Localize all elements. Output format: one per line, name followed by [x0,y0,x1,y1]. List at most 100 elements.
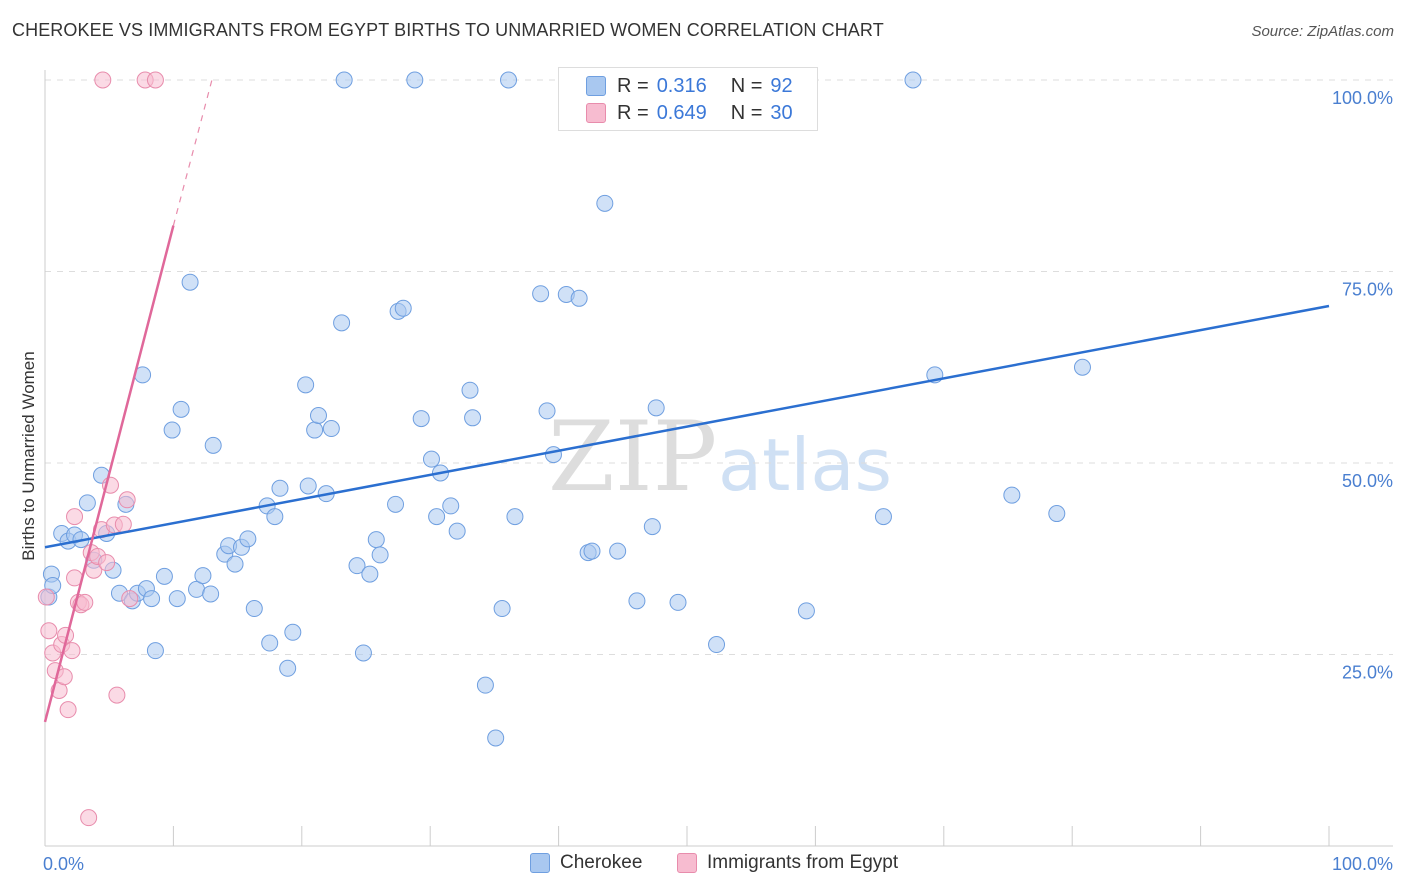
cherokee-point [532,285,550,303]
axis-layer [44,70,1393,847]
cherokee-trend-line [44,304,1330,549]
series-legend-item-egypt: Immigrants from Egypt [677,852,898,874]
egypt-point [40,622,58,640]
cherokee-point [309,407,327,425]
cherokee-point [500,71,518,89]
egypt-point [118,491,136,509]
cherokee-point [448,522,466,540]
cherokee-point [609,542,627,560]
egypt-point [121,590,139,608]
legend-n-value: 92 [770,74,793,97]
cherokee-point [271,479,289,497]
x-tick-label: 100.0% [1332,854,1393,874]
cherokee-point [367,531,385,549]
cherokee-point [239,530,257,548]
egypt-point [80,809,98,827]
legend-r-label: R = [617,74,649,97]
cherokee-point [194,567,212,585]
cherokee-point [354,644,372,662]
cherokee-point [476,676,494,694]
legend-swatch-cherokee [586,76,606,96]
cherokee-point [143,590,161,608]
egypt-point [37,588,55,606]
legend-row-egypt: R = 0.649 N = 30 [617,100,793,126]
cherokee-point [78,494,96,512]
cherokee-point [1073,358,1091,376]
cherokee-point [204,436,222,454]
cherokee-point [538,402,556,420]
cherokee-point [904,71,922,89]
cherokee-point [506,508,524,526]
y-tick-label: 25.0% [1342,663,1393,683]
egypt-trend-line [43,225,175,723]
legend-n-label: N = [730,101,763,124]
cherokee-point [335,71,353,89]
source-attribution: Source: ZipAtlas.com [1251,23,1394,40]
egypt-point [98,554,116,572]
cherokee-point [493,600,511,618]
cherokee-point [669,593,687,611]
cherokee-point [708,636,726,654]
cherokee-point [322,420,340,438]
cherokee-point [333,314,351,332]
cherokee-point [245,600,263,618]
cherokee-point [266,508,284,526]
cherokee-point [181,273,199,291]
legend-swatch-egypt [586,103,606,123]
cherokee-point [570,289,588,307]
y-tick-label: 100.0% [1332,88,1393,108]
cherokee-point [442,497,460,515]
egypt-trend-extension [172,79,213,226]
cherokee-point [412,410,430,428]
y-axis-title: Births to Unmarried Women [19,351,38,560]
cherokee-point [596,194,614,212]
cherokee-point [163,421,181,439]
cherokee-point [387,495,405,513]
cherokee-point [874,508,892,526]
cherokee-point [647,399,665,417]
cherokee-point [261,634,279,652]
cherokee-point [422,450,440,468]
cherokee-point [428,508,446,526]
legend-n-value: 30 [770,101,793,124]
watermark-atlas-text: atlas [718,423,892,507]
egypt-point [108,686,126,704]
cherokee-point [797,602,815,620]
cherokee-point [172,400,190,418]
correlation-legend: R = 0.316 N = 92 R = 0.649 N = 30 [558,67,818,131]
chart-title: CHEROKEE VS IMMIGRANTS FROM EGYPT BIRTHS… [12,20,884,40]
cherokee-point [628,592,646,610]
legend-row-cherokee: R = 0.316 N = 92 [617,73,793,99]
cherokee-point [406,71,424,89]
series-label-egypt: Immigrants from Egypt [707,852,899,873]
cherokee-point [361,565,379,583]
legend-r-label: R = [617,101,649,124]
cherokee-point [544,446,562,464]
cherokee-point [297,376,315,394]
cherokee-point [146,642,164,660]
series-legend-item-cherokee: Cherokee [530,852,642,874]
cherokee-point [583,542,601,560]
legend-n-label: N = [730,74,763,97]
series-swatch-egypt [677,853,697,873]
egypt-point [114,515,132,533]
cherokee-point [299,477,317,495]
watermark: ZIP atlas [548,401,892,513]
egypt-point [59,701,77,719]
x-tick-label: 0.0% [43,854,84,874]
cherokee-point [464,409,482,427]
egypt-point [146,71,164,89]
egypt-point [94,71,112,89]
label-layer: Births to Unmarried Women 25.0% 50.0% 75.0… [19,88,1393,874]
watermark-zip-text: ZIP [548,401,717,513]
cherokee-point [643,518,661,536]
cherokee-point [1048,505,1066,523]
cherokee-point [1003,486,1021,504]
legend-r-value: 0.316 [656,74,707,97]
egypt-point [63,642,81,660]
series-swatch-cherokee [530,853,550,873]
cherokee-point [284,623,302,641]
grid-layer [45,79,1393,655]
cherokee-point [226,555,244,573]
